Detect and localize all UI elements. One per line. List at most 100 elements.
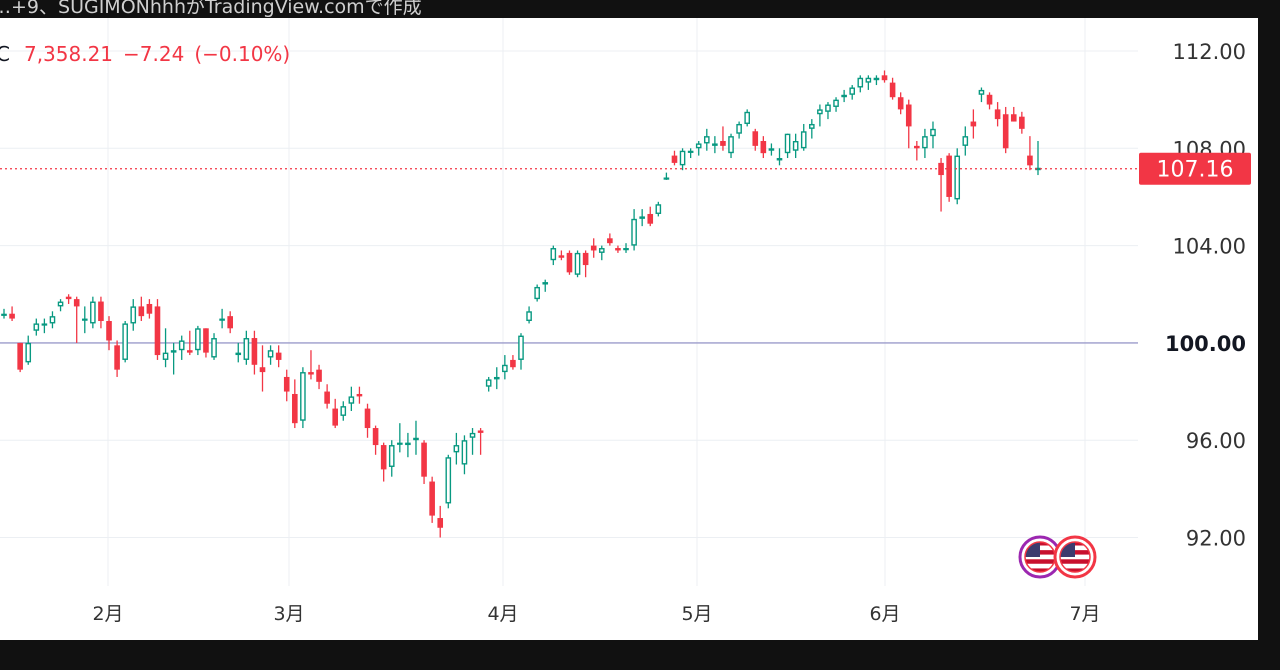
candle	[380, 442, 387, 482]
candle	[186, 330, 193, 356]
candle-body	[364, 408, 371, 429]
candle-body	[283, 376, 290, 392]
candle-body	[292, 393, 298, 424]
candle	[518, 333, 524, 370]
candle	[437, 505, 444, 538]
candle-body	[162, 352, 169, 360]
symbol-legend: C 7,358.21 −7.24 (−0.10%)	[0, 42, 290, 66]
candle-body	[122, 323, 128, 360]
candle	[300, 367, 306, 429]
candle-body	[380, 445, 387, 470]
candle-body	[833, 99, 839, 107]
candle-body	[817, 109, 823, 115]
candle-body	[356, 393, 363, 397]
candle	[348, 386, 355, 412]
candle	[881, 70, 888, 83]
candle	[243, 330, 250, 365]
candle	[954, 148, 961, 205]
candle	[566, 250, 573, 275]
candle	[445, 454, 452, 509]
candle	[510, 355, 516, 370]
candle	[292, 379, 298, 429]
candle	[203, 328, 209, 358]
candle-body	[857, 77, 864, 88]
candle	[25, 335, 32, 365]
time-tick-label: 3月	[273, 603, 304, 625]
candle	[526, 306, 532, 324]
grid	[0, 18, 1138, 586]
candle	[340, 401, 347, 421]
candle-body	[922, 136, 928, 149]
candle	[623, 243, 629, 253]
candle-body	[429, 481, 435, 516]
candle	[316, 364, 322, 390]
candle-body	[590, 245, 597, 251]
candle-body	[744, 111, 750, 124]
candle-body	[146, 303, 153, 314]
candle-body	[195, 328, 201, 351]
candle	[356, 386, 363, 404]
candle	[671, 150, 678, 166]
candle-body	[316, 369, 322, 382]
candle-body	[227, 316, 233, 329]
candle	[865, 75, 872, 90]
candle	[57, 299, 64, 312]
candle	[687, 148, 694, 159]
candle	[558, 250, 565, 261]
candle	[582, 250, 589, 278]
candle-body	[574, 252, 581, 275]
candle-body	[1019, 116, 1025, 129]
candle-body	[881, 75, 888, 81]
candle	[17, 342, 23, 373]
candle	[429, 476, 435, 523]
time-axis[interactable]: 2月 3月 4月 5月 6月 7月	[92, 603, 1100, 625]
candle-body	[889, 82, 896, 98]
candle-body	[695, 143, 702, 149]
candle	[615, 245, 621, 253]
candle-body	[308, 372, 314, 375]
candle	[873, 75, 880, 86]
candle-body	[348, 396, 355, 404]
price-tick-label: 92.00	[1186, 527, 1246, 551]
candle	[720, 126, 726, 151]
candle-body	[930, 128, 936, 137]
candle	[235, 342, 242, 363]
candle-body	[631, 218, 637, 246]
candle-body	[9, 313, 15, 319]
price-tick-label: 104.00	[1173, 235, 1246, 259]
chart-panel[interactable]: 112.00 108.00 104.00 100.00 96.00 92.00 107.16…	[0, 18, 1258, 640]
candle	[938, 158, 944, 212]
candle-body	[211, 338, 217, 358]
candle-body	[720, 141, 726, 146]
candle	[542, 279, 549, 292]
candle-body	[186, 350, 193, 353]
candle	[493, 367, 500, 390]
candle	[267, 345, 274, 365]
candle-body	[897, 97, 904, 110]
candlestick-chart[interactable]: 112.00108.00104.00100.0096.0092.00107.16…	[0, 18, 1258, 640]
candle-body	[17, 342, 23, 370]
candle	[857, 75, 864, 93]
candle	[590, 238, 597, 258]
us-flag-icon[interactable]	[1053, 535, 1097, 579]
candle	[679, 148, 686, 171]
candle	[1027, 136, 1033, 171]
candle-body	[954, 155, 961, 200]
candle-body	[437, 518, 444, 528]
candle-body	[663, 177, 670, 180]
candle	[970, 109, 977, 139]
candle	[1010, 106, 1017, 122]
candle	[534, 284, 540, 302]
us-flag-icon[interactable]	[1018, 535, 1062, 579]
candle-body	[687, 150, 694, 153]
candle-body	[49, 316, 56, 324]
candle-body	[784, 133, 791, 154]
candle	[502, 355, 508, 380]
candle-body	[33, 323, 40, 331]
candle	[833, 97, 839, 112]
last-price-badge	[1139, 152, 1251, 185]
candle	[90, 296, 96, 329]
candle	[574, 250, 581, 278]
candle-body	[251, 338, 258, 365]
